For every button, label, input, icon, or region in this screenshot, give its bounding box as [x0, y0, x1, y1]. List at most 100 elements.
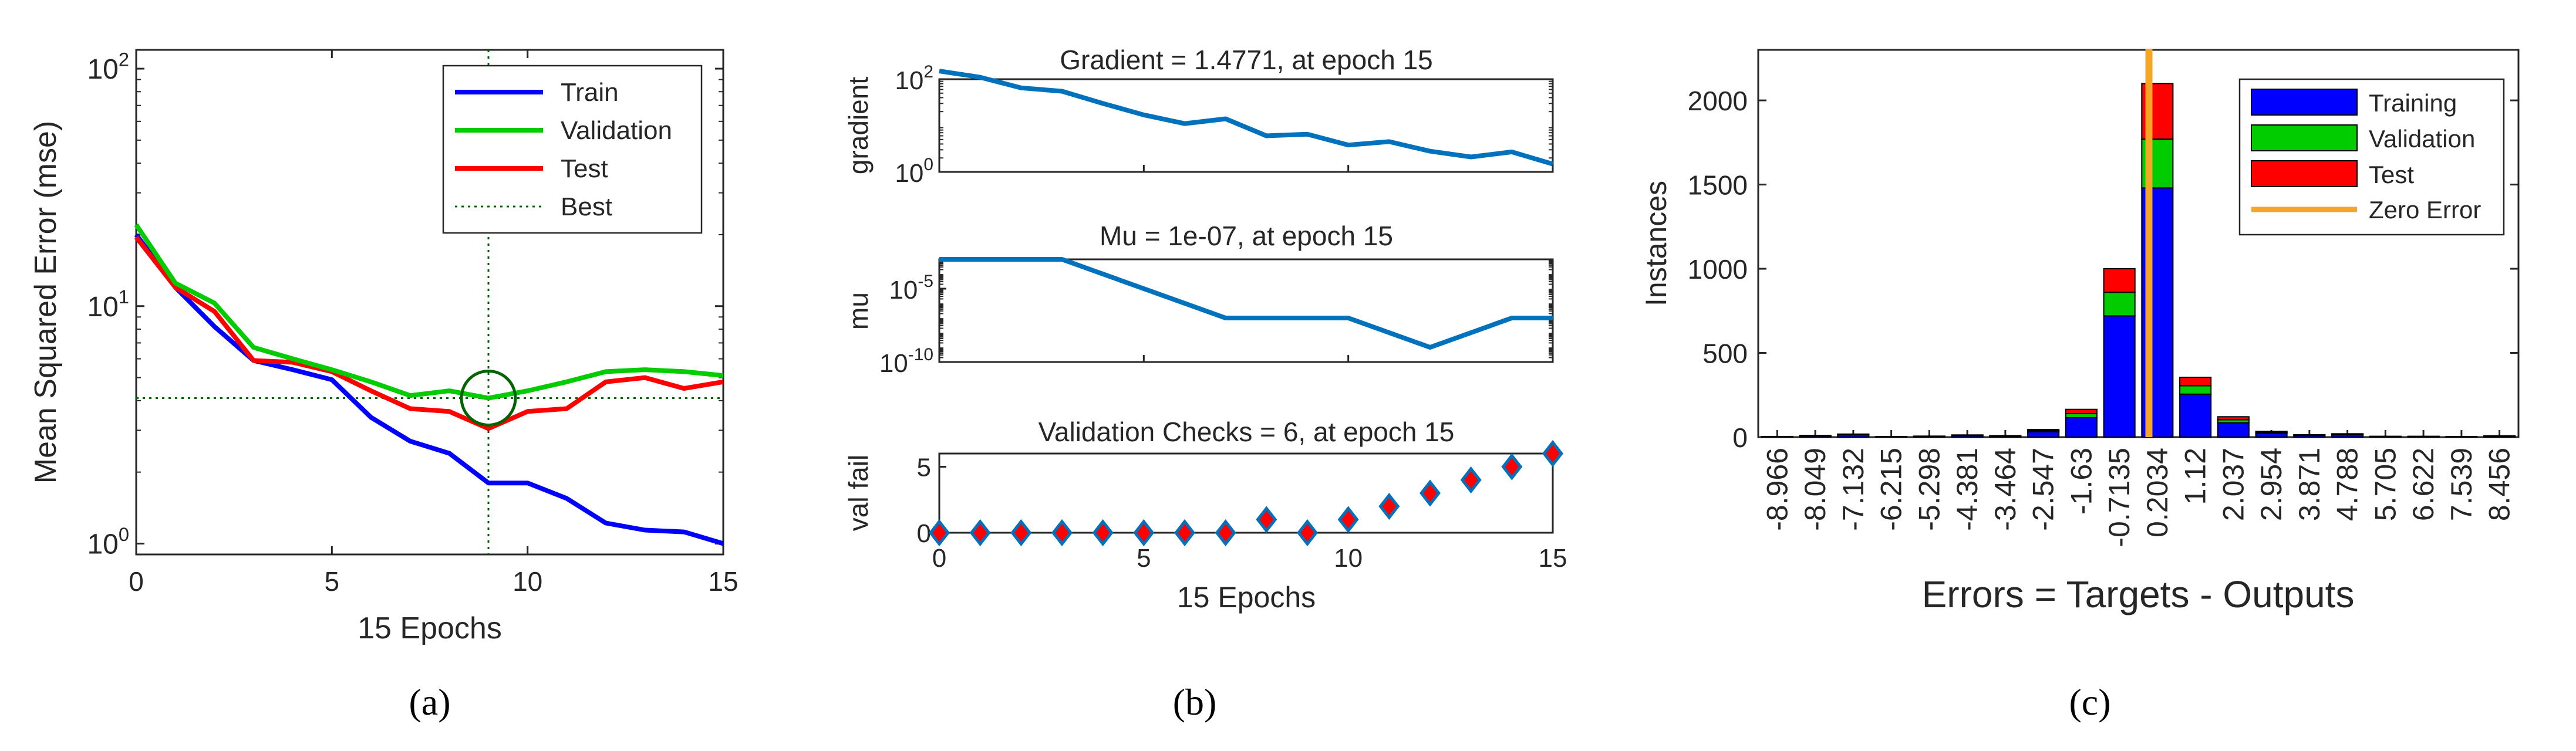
legend-test-label: Test — [561, 154, 608, 183]
y-tick-label: 0 — [1732, 422, 1748, 453]
mu-ticks: 10-5 10-10 — [879, 259, 1554, 378]
mu-series — [939, 257, 1553, 350]
mu-axes-box — [938, 258, 1554, 363]
x-tick-label: 0 — [932, 544, 946, 573]
val-fail-point — [1542, 439, 1563, 468]
bar-validation — [2103, 292, 2136, 317]
legend-validation-swatch — [2251, 124, 2358, 151]
y-tick-label: 500 — [1702, 339, 1748, 369]
gradient-title: Gradient = 1.4771, at epoch 15 — [1060, 45, 1433, 75]
bar-test — [2103, 268, 2136, 293]
val-checks-ticks: 0 5 0 5 10 15 — [917, 454, 1567, 573]
series-line-train — [134, 233, 724, 546]
x-tick-label: 5 — [1137, 544, 1151, 573]
val-fail-point — [1460, 466, 1482, 494]
performance-minor-ticks — [136, 79, 723, 473]
performance-series — [134, 223, 724, 546]
x-tick-label: 15 — [1539, 544, 1567, 573]
y-tick-label: 10-10 — [879, 345, 933, 378]
y-tick-label: 5 — [917, 454, 931, 482]
x-tick-label: 1.12 — [2179, 448, 2212, 505]
legend-zero-error-label: Zero Error — [2369, 196, 2481, 224]
val-fail-point — [929, 519, 950, 547]
performance-ticks: 0 5 10 15 100 101 102 — [87, 48, 738, 597]
y-tick-label: 1000 — [1688, 254, 1748, 285]
legend-train-label: Train — [561, 78, 619, 107]
bar-validation — [2179, 385, 2212, 395]
best-marker — [460, 369, 517, 427]
training-state-chart: Gradient = 1.4771, at epoch 15 gradient … — [843, 45, 1567, 723]
y-tick-label: 1500 — [1688, 170, 1748, 201]
y-tick-label: 0 — [917, 519, 931, 548]
y-tick-label: 100 — [87, 523, 129, 560]
legend-validation-label: Validation — [561, 116, 672, 145]
bar-training — [2255, 432, 2288, 438]
x-tick-label: 0.2034 — [2141, 448, 2174, 537]
x-tick-label: 8.456 — [2483, 448, 2516, 521]
val-fail-point — [1420, 479, 1441, 507]
mu-title: Mu = 1e-07, at epoch 15 — [1100, 221, 1393, 251]
val-checks-axes-box — [938, 452, 1554, 534]
legend-training-label: Training — [2369, 89, 2457, 117]
val-fail-point — [1378, 492, 1400, 520]
x-tick-label: -8.966 — [1761, 448, 1793, 531]
x-tick-label: -6.215 — [1875, 448, 1908, 531]
bar-training — [2103, 315, 2136, 438]
panel-label-a: (a) — [409, 681, 450, 723]
val-checks-ylabel: val fail — [843, 455, 874, 531]
x-tick-label: 6.622 — [2407, 448, 2440, 521]
y-tick-label: 2000 — [1688, 86, 1748, 116]
val-fail-point — [1256, 506, 1277, 533]
val-fail-point — [1010, 519, 1032, 547]
histogram-ylabel: Instances — [1640, 181, 1673, 306]
val-checks-xlabel: 15 Epochs — [1177, 581, 1316, 614]
x-tick-label: 5.705 — [2369, 448, 2402, 521]
x-tick-label: -2.547 — [2027, 448, 2060, 531]
val-fail-point — [1051, 519, 1073, 547]
val-fail-point — [969, 519, 991, 547]
legend-best-label: Best — [561, 192, 612, 221]
performance-ylabel: Mean Squared Error (mse) — [29, 121, 63, 483]
x-tick-label: 7.539 — [2445, 448, 2478, 521]
x-tick-label: -8.049 — [1799, 448, 1832, 531]
bar-test — [2217, 416, 2250, 421]
gradient-ticks: 100 102 — [895, 62, 1554, 188]
bar-training — [2179, 393, 2212, 438]
val-fail-point — [1092, 519, 1114, 547]
val-fail-point — [1501, 453, 1523, 481]
trace-line — [939, 257, 1553, 350]
bar-test — [2065, 408, 2098, 414]
val-checks-title: Validation Checks = 6, at epoch 15 — [1039, 417, 1455, 447]
performance-chart: 0 5 10 15 100 101 102 15 Epochs Mean Squared E… — [29, 48, 739, 723]
bar-training — [2065, 417, 2098, 438]
x-tick-label: -1.63 — [2065, 448, 2098, 515]
x-tick-label: -7.132 — [1837, 448, 1870, 531]
bar-test — [2179, 377, 2212, 387]
trace-line — [939, 69, 1554, 167]
val-fail-point — [1297, 519, 1318, 547]
legend-test-swatch-c — [2251, 160, 2358, 187]
val-fail-point — [1215, 519, 1236, 547]
panel-label-c: (c) — [2069, 681, 2110, 723]
panel-label-b: (b) — [1173, 681, 1217, 723]
gradient-series — [939, 69, 1554, 167]
x-tick-label: 0 — [129, 566, 144, 597]
x-tick-label: 2.037 — [2217, 448, 2250, 521]
legend-validation-label-c: Validation — [2369, 125, 2475, 153]
y-tick-label: 100 — [895, 155, 933, 188]
x-tick-label: -5.298 — [1913, 448, 1946, 531]
x-tick-label: 2.954 — [2255, 448, 2288, 521]
series-line-test — [134, 235, 724, 431]
x-tick-label: 4.788 — [2331, 448, 2364, 521]
bar-test — [1837, 433, 1870, 435]
val-fail-point — [1174, 519, 1195, 547]
legend-test-label-c: Test — [2369, 161, 2414, 188]
x-tick-label: -3.464 — [1989, 448, 2022, 531]
y-tick-label: 102 — [87, 48, 129, 85]
error-histogram-chart: 0 500 1000 1500 2000 -8.966 -8.049 -7.132 -6.215… — [1640, 49, 2520, 723]
y-tick-label: 101 — [87, 286, 129, 323]
mu-ylabel: mu — [843, 292, 874, 330]
val-checks-series — [929, 439, 1563, 547]
x-tick-label: 3.871 — [2293, 448, 2326, 521]
